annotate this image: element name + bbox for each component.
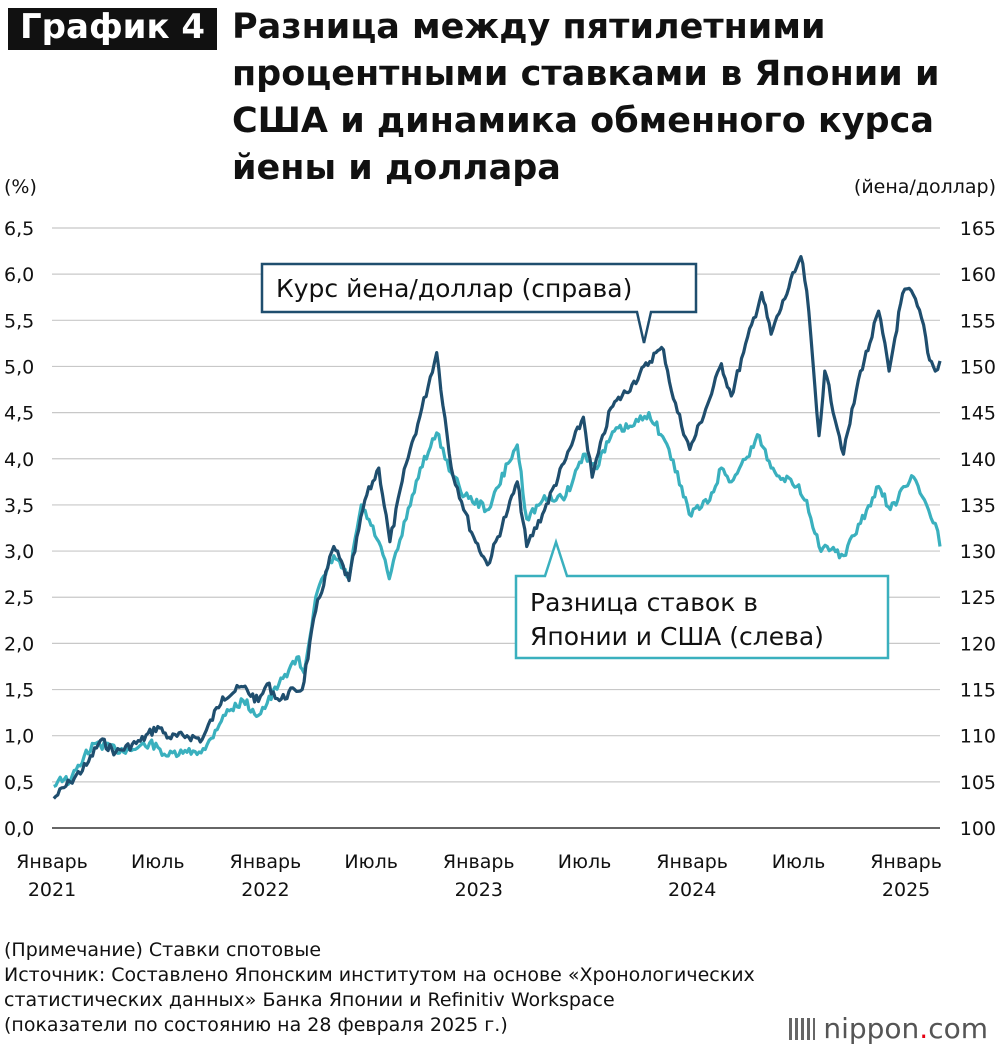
right-tick-label: 110 xyxy=(960,726,996,748)
left-tick-label: 0,0 xyxy=(4,818,34,840)
x-tick-label: Январь xyxy=(230,851,302,873)
x-tick-label: Январь xyxy=(870,851,942,873)
left-tick-label: 1,0 xyxy=(4,726,34,748)
x-tick-label: Январь xyxy=(443,851,515,873)
logo-bars-icon xyxy=(789,1017,816,1040)
right-tick-label: 125 xyxy=(960,587,996,609)
right-tick-label: 145 xyxy=(960,403,996,425)
right-tick-label: 155 xyxy=(960,310,996,332)
left-tick-label: 6,0 xyxy=(4,264,34,286)
x-tick-year: 2025 xyxy=(882,879,930,901)
chart: (%) 0,0 0,5 1,0 1,5 2,0 2,5 3,0 3,5 4,0 4,5 5,0 5,5 6… xyxy=(4,176,996,901)
series-line-spread xyxy=(53,411,942,788)
left-tick-label: 4,5 xyxy=(4,403,34,425)
right-tick-label: 120 xyxy=(960,633,996,655)
chart-number-badge: График 4 xyxy=(8,8,218,50)
right-tick-label: 165 xyxy=(960,218,996,240)
left-tick-label: 2,5 xyxy=(4,587,34,609)
left-tick-label: 5,0 xyxy=(4,356,34,378)
callout-spread: Разница ставок в Японии и США (слева) xyxy=(514,537,890,660)
series-lines xyxy=(52,255,942,800)
x-tick-label: Июль xyxy=(772,851,826,873)
x-tick-year: 2022 xyxy=(241,879,289,901)
source-line-1: Источник: Составлено Японским институтом… xyxy=(4,964,755,986)
callout-spread-label-1: Разница ставок в xyxy=(530,588,758,617)
left-tick-label: 4,0 xyxy=(4,449,34,471)
x-tick-label: Январь xyxy=(656,851,728,873)
chart-title: Разница между пятилетними процентными ст… xyxy=(232,7,940,188)
left-tick-label: 2,0 xyxy=(4,633,34,655)
callouts: Курс йена/доллар (справа) Разница ставок… xyxy=(260,262,890,660)
x-tick-year: 2021 xyxy=(28,879,76,901)
x-tick-year: 2023 xyxy=(455,879,503,901)
x-tick-label: Июль xyxy=(558,851,612,873)
callout-fx: Курс йена/доллар (справа) xyxy=(260,262,698,344)
note-text: (Примечание) Ставки спотовые xyxy=(4,939,322,961)
logo-dot: . xyxy=(919,1012,929,1045)
right-tick-label: 140 xyxy=(960,449,996,471)
left-tick-label: 0,5 xyxy=(4,772,34,794)
right-axis-unit: (йена/доллар) xyxy=(854,176,996,198)
series-line-fx xyxy=(52,255,942,800)
x-tick-label: Июль xyxy=(131,851,185,873)
source-line-2: статистических данных» Банка Японии и Re… xyxy=(4,989,615,1011)
callout-fx-label: Курс йена/доллар (справа) xyxy=(276,274,632,303)
left-tick-label: 1,5 xyxy=(4,680,34,702)
right-tick-label: 100 xyxy=(960,818,996,840)
x-tick-label: Июль xyxy=(344,851,398,873)
right-tick-label: 160 xyxy=(960,264,996,286)
footer-notes: (Примечание) Ставки спотовые Источник: С… xyxy=(4,938,755,1038)
x-axis: Январь 2021 Июль Январь 2022 Июль Январь 2023 Ию… xyxy=(16,851,942,901)
source-line-3: (показатели по состоянию на 28 февраля 2… xyxy=(4,1014,508,1036)
right-tick-label: 115 xyxy=(960,680,996,702)
right-tick-label: 130 xyxy=(960,541,996,563)
right-tick-label: 135 xyxy=(960,495,996,517)
nippon-logo: nippon. com xyxy=(789,1012,988,1045)
left-tick-label: 5,5 xyxy=(4,310,34,332)
left-tick-label: 6,5 xyxy=(4,218,34,240)
left-axis: (%) 0,0 0,5 1,0 1,5 2,0 2,5 3,0 3,5 4,0 4,5 5,0 5,5 6… xyxy=(4,176,37,840)
x-tick-label: Январь xyxy=(16,851,88,873)
logo-word: nippon xyxy=(823,1012,920,1045)
left-tick-label: 3,0 xyxy=(4,541,34,563)
right-axis: (йена/доллар) 100 105 110 115 120 125 130 135 140… xyxy=(854,176,996,840)
x-tick-year: 2024 xyxy=(668,879,716,901)
logo-tld: com xyxy=(928,1012,988,1045)
right-tick-label: 105 xyxy=(960,772,996,794)
left-axis-unit: (%) xyxy=(4,176,37,198)
right-tick-label: 150 xyxy=(960,356,996,378)
callout-spread-label-2: Японии и США (слева) xyxy=(530,622,824,651)
left-tick-label: 3,5 xyxy=(4,495,34,517)
